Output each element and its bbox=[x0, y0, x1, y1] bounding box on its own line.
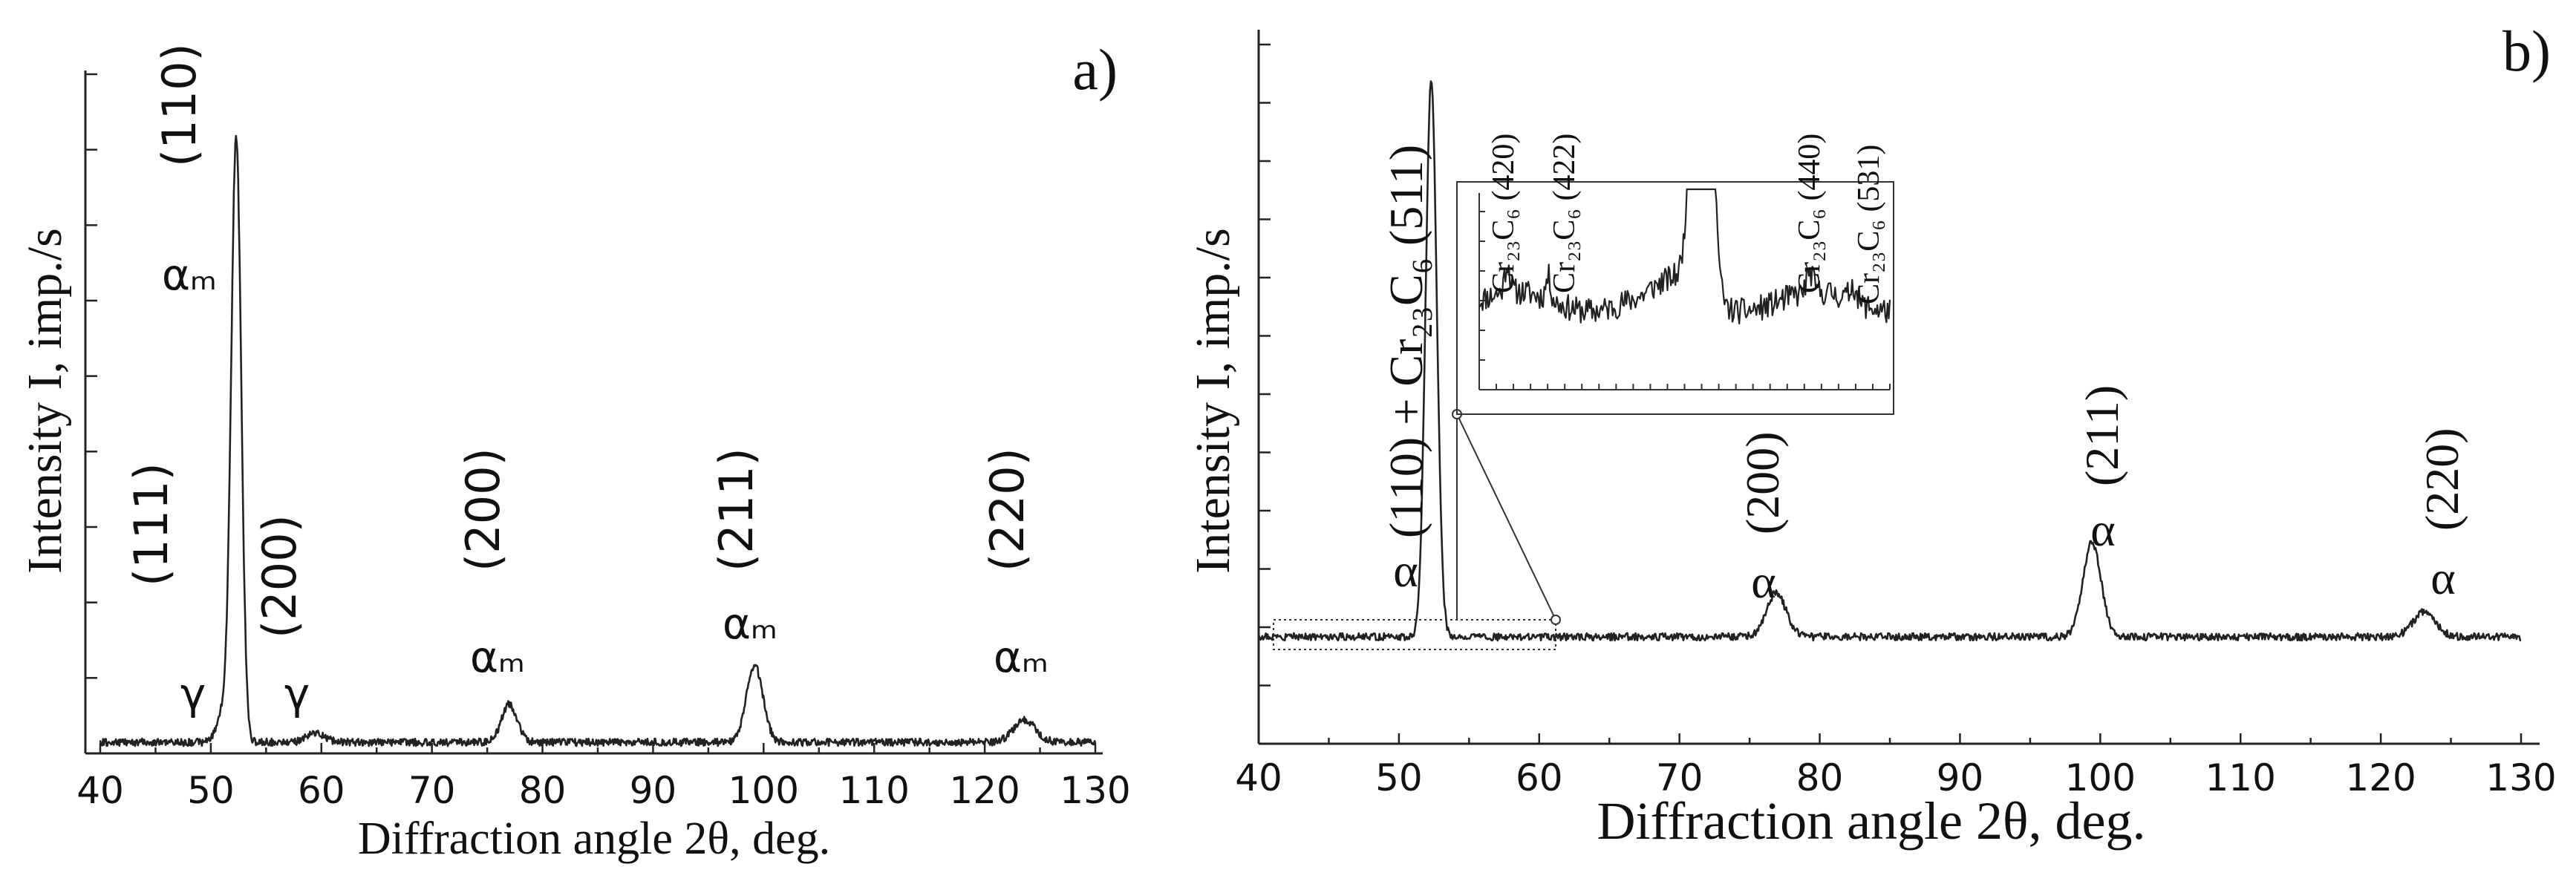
panel-a-x-axis-label: Diffraction angle 2θ, deg. bbox=[358, 814, 830, 864]
panel-a-hkl-label: (220) bbox=[980, 448, 1034, 572]
panel-b-x-ticks bbox=[1257, 733, 2523, 744]
panel-b-inset-label-531: Cr₂₃C₆ (531) bbox=[1852, 145, 1886, 304]
panel-b-zoom-region bbox=[1273, 619, 1556, 650]
x-tick-label: 110 bbox=[2205, 756, 2276, 799]
panel-a-phase-label: αₘ bbox=[162, 249, 217, 300]
x-tick-label: 70 bbox=[1656, 756, 1703, 799]
panel-b-y-axis-label: Intensity I, imp./s bbox=[1186, 228, 1240, 574]
panel-b-zoom-connector-diag bbox=[1456, 413, 1556, 621]
panel-b-hkl-label: (110) + Cr₂₃C₆ (511) bbox=[1380, 145, 1432, 538]
panel-a-y-axis-label: Intensity I, imp./s bbox=[18, 228, 72, 574]
x-tick-label: 120 bbox=[2345, 756, 2416, 799]
x-tick-label: 90 bbox=[630, 769, 677, 812]
panel-b-phase-label: α bbox=[1751, 555, 1776, 608]
x-tick-label: 40 bbox=[1235, 756, 1282, 799]
x-tick-label: 90 bbox=[1937, 756, 1984, 799]
x-tick-label: 60 bbox=[1516, 756, 1563, 799]
panel-b-diffraction-trace bbox=[1257, 80, 2522, 642]
panel-b-hkl-label: (211) bbox=[2076, 385, 2128, 486]
panel-b-peak-annotations: α (110) + Cr₂₃C₆ (511) α (200) α (211) α (220) bbox=[1380, 145, 2468, 608]
panel-b-hkl-label: (220) bbox=[2416, 428, 2468, 531]
panel-a-hkl-label: (211) bbox=[709, 448, 763, 572]
panel-b-zoom-marker-2 bbox=[1551, 615, 1561, 625]
panel-a-hkl-label: (110) bbox=[152, 43, 206, 167]
chart-panel-b: 40 50 60 70 80 90 100 110 120 130 α (110) + Cr₂₃C₆… bbox=[1186, 19, 2557, 851]
panel-a-x-tick-labels: 40 50 60 70 80 90 100 110 120 130 bbox=[76, 769, 1131, 812]
panel-a-phase-label: αₘ bbox=[470, 632, 525, 682]
x-tick-label: 110 bbox=[839, 769, 910, 812]
panel-b-hkl-label: (200) bbox=[1736, 431, 1789, 534]
panel-b-inset-trace bbox=[1478, 188, 1891, 325]
panel-a-peak-annotations: γ (111) αₘ (110) γ (200) αₘ (200) αₘ (211) αₘ (220) bbox=[124, 43, 1049, 719]
panel-b-inset-ticks bbox=[1478, 193, 1891, 390]
panel-a-y-ticks bbox=[85, 73, 97, 679]
panel-a-label: a) bbox=[1072, 37, 1118, 102]
x-tick-label: 60 bbox=[298, 769, 345, 812]
panel-a-phase-label: αₘ bbox=[994, 632, 1049, 682]
panel-b-y-ticks bbox=[1259, 43, 1271, 687]
x-tick-label: 40 bbox=[76, 769, 124, 812]
panel-b-label: b) bbox=[2502, 19, 2551, 83]
x-tick-label: 80 bbox=[519, 769, 567, 812]
panel-a-hkl-label: (200) bbox=[252, 514, 307, 638]
x-tick-label: 50 bbox=[187, 769, 235, 812]
x-tick-label: 70 bbox=[408, 769, 456, 812]
panel-b-x-tick-labels: 40 50 60 70 80 90 100 110 120 130 bbox=[1235, 756, 2557, 799]
panel-b-x-axis-label: Diffraction angle 2θ, deg. bbox=[1597, 791, 2146, 851]
panel-a-phase-label: γ bbox=[284, 669, 310, 719]
panel-b-phase-label: α bbox=[2090, 503, 2116, 556]
panel-b-inset: Cr₂₃C₆ (420) Cr₂₃C₆ (422) Cr₂₃C₆ (440) C… bbox=[1456, 134, 1894, 415]
x-tick-label: 50 bbox=[1375, 756, 1423, 799]
panel-a-phase-label: γ bbox=[180, 669, 206, 719]
x-tick-label: 80 bbox=[1796, 756, 1844, 799]
panel-b-phase-label: α bbox=[1393, 544, 1418, 597]
x-tick-label: 100 bbox=[2065, 756, 2136, 799]
panel-a-hkl-label: (111) bbox=[124, 462, 178, 586]
panel-b-inset-label-422: Cr₂₃C₆ (422) bbox=[1548, 134, 1582, 293]
x-tick-label: 120 bbox=[949, 769, 1020, 812]
x-tick-label: 130 bbox=[2485, 756, 2556, 799]
panel-a-diffraction-trace bbox=[99, 134, 1097, 747]
chart-panel-a: 40 50 60 70 80 90 100 110 120 130 γ (111) αₘ (110) γ (… bbox=[18, 37, 1131, 864]
panel-a-hkl-label: (200) bbox=[456, 448, 510, 572]
x-tick-label: 100 bbox=[728, 769, 799, 812]
panel-a-phase-label: αₘ bbox=[723, 598, 777, 649]
panel-b-inset-label-440: Cr₂₃C₆ (440) bbox=[1793, 134, 1827, 293]
x-tick-label: 130 bbox=[1060, 769, 1130, 812]
panel-b-inset-frame bbox=[1456, 181, 1894, 415]
panel-b-inset-label-420: Cr₂₃C₆ (420) bbox=[1487, 134, 1521, 293]
panel-b-phase-label: α bbox=[2430, 551, 2456, 604]
